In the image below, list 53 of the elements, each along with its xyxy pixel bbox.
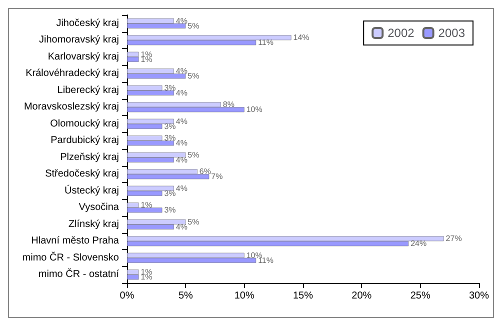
data-label: 14% bbox=[293, 33, 310, 42]
y-tick-label: Ústecký kraj bbox=[64, 184, 119, 196]
data-label: 5% bbox=[188, 72, 200, 81]
x-tick-label: 30% bbox=[468, 290, 490, 302]
y-tick-label: Vysočina bbox=[78, 202, 120, 214]
y-tick-label: Středočeský kraj bbox=[45, 168, 119, 180]
x-tick-label: 20% bbox=[352, 290, 372, 302]
data-label: 8% bbox=[222, 100, 234, 110]
data-label: 3% bbox=[164, 122, 176, 131]
data-label: 4% bbox=[176, 66, 188, 76]
y-tick-label: Hlavní město Praha bbox=[31, 236, 120, 247]
x-tick-label: 15% bbox=[292, 290, 314, 302]
y-tick-label: Karlovarský kraj bbox=[48, 51, 119, 62]
data-label: 3% bbox=[164, 188, 176, 198]
data-label: 10% bbox=[246, 105, 262, 114]
data-label: 4% bbox=[176, 184, 188, 193]
y-tick-label: Jihomoravský kraj bbox=[38, 34, 119, 46]
data-label: 7% bbox=[211, 172, 223, 182]
data-label: 4% bbox=[176, 138, 188, 148]
y-tick-label: Liberecký kraj bbox=[57, 84, 119, 96]
data-label: 4% bbox=[176, 116, 188, 126]
data-label: 10% bbox=[246, 250, 262, 260]
data-label: 27% bbox=[446, 234, 462, 244]
data-label: 4% bbox=[176, 222, 188, 232]
legend-label: 2002 bbox=[388, 26, 415, 40]
x-tick-label: 10% bbox=[234, 290, 254, 302]
y-tick-label: Olomoucký kraj bbox=[50, 118, 119, 130]
data-label: 1% bbox=[140, 272, 152, 282]
y-tick-label: Královéhradecký kraj bbox=[26, 68, 119, 80]
data-label: 1% bbox=[140, 200, 152, 210]
y-tick-label: mimo ČR - ostatní bbox=[38, 268, 120, 280]
y-tick-label: Jihočeský kraj bbox=[56, 18, 119, 29]
x-tick-label: 25% bbox=[410, 290, 430, 302]
data-label: 4% bbox=[176, 16, 188, 26]
data-label: 5% bbox=[188, 150, 200, 160]
legend-label: 2003 bbox=[438, 26, 466, 40]
data-label: 11% bbox=[258, 38, 274, 48]
data-label: 3% bbox=[164, 134, 176, 143]
y-tick-label: Pardubický kraj bbox=[50, 135, 119, 146]
y-tick-label: Zlínský kraj bbox=[68, 218, 119, 230]
data-label: 24% bbox=[410, 239, 427, 248]
x-tick-label: 0% bbox=[120, 290, 134, 302]
data-label: 4% bbox=[176, 88, 188, 98]
x-tick-label: 5% bbox=[178, 290, 193, 302]
data-label: 5% bbox=[188, 21, 200, 30]
data-label: 3% bbox=[164, 206, 176, 215]
data-label: 4% bbox=[176, 155, 188, 164]
data-label: 3% bbox=[164, 83, 176, 92]
y-tick-label: Moravskoslezský kraj bbox=[24, 102, 119, 113]
y-tick-label: Plzeňský kraj bbox=[60, 152, 119, 163]
y-tick-label: mimo ČR - Slovensko bbox=[22, 251, 120, 264]
data-label: 6% bbox=[199, 167, 211, 176]
data-label: 5% bbox=[188, 217, 200, 226]
